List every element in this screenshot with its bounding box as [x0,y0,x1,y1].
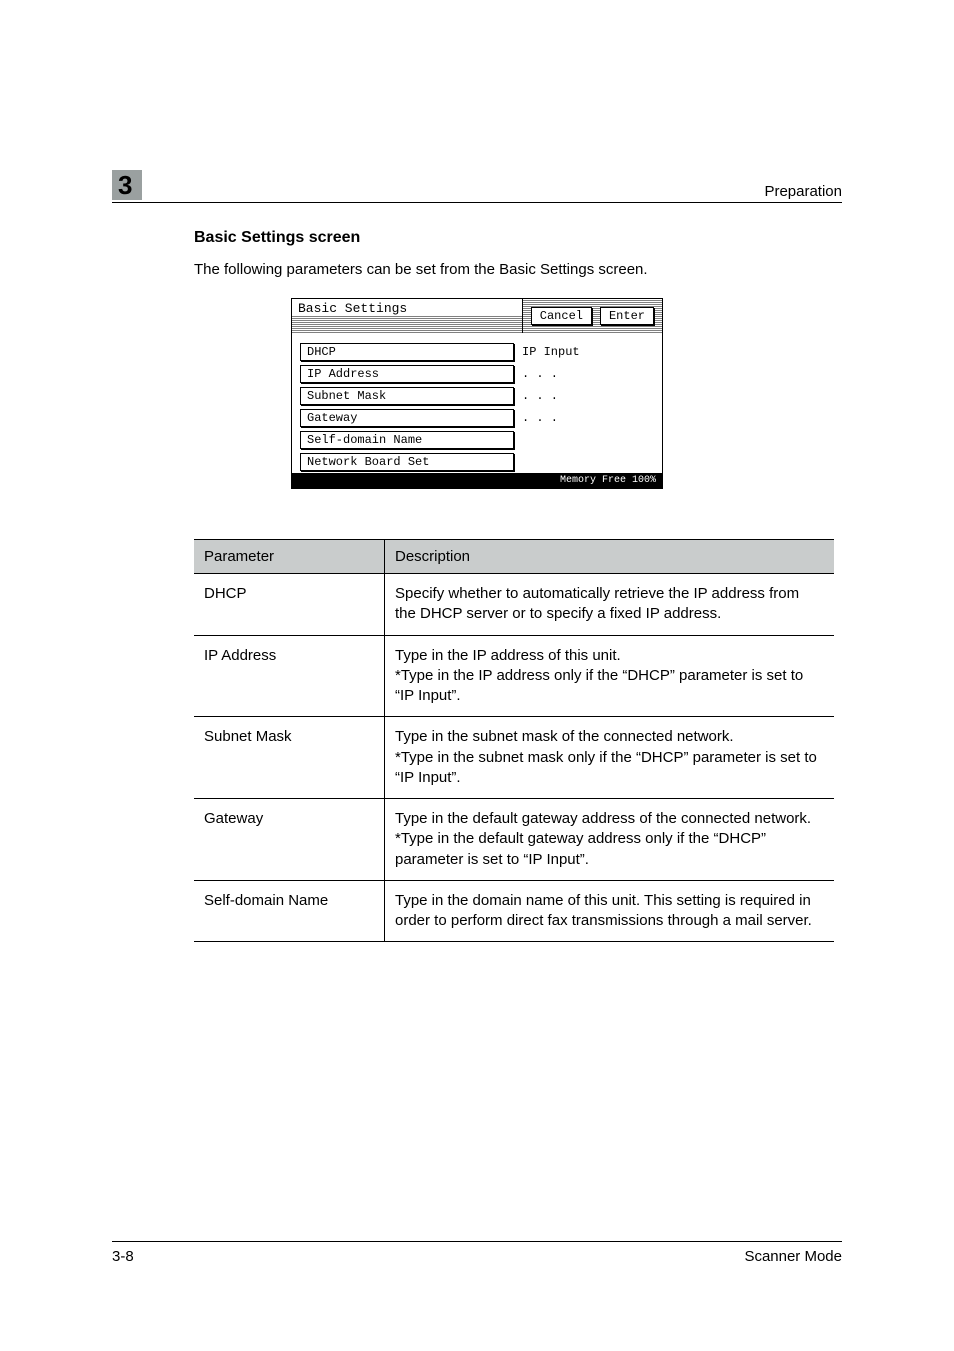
param-name: DHCP [194,574,385,636]
table-row: DHCP Specify whether to automatically re… [194,574,834,636]
gateway-button[interactable]: Gateway [300,409,514,427]
table-row: Gateway Type in the default gateway addr… [194,799,834,881]
param-name: Subnet Mask [194,717,385,799]
screenshot-row: Self-domain Name [292,429,662,451]
network-board-set-button[interactable]: Network Board Set [300,453,514,471]
ip-address-value: . . . [522,367,654,381]
param-desc: Type in the domain name of this unit. Th… [385,880,835,942]
param-desc: Type in the IP address of this unit. *Ty… [385,635,835,717]
param-desc: Type in the subnet mask of the connected… [385,717,835,799]
screenshot-body: DHCP IP Input IP Address . . . Subnet Ma… [292,333,662,473]
column-header-parameter: Parameter [194,540,385,574]
subnet-mask-button[interactable]: Subnet Mask [300,387,514,405]
screenshot-title-wrap: Basic Settings [292,299,523,333]
memory-free-value: 100% [632,475,656,486]
gateway-value: . . . [522,411,654,425]
screenshot-row: Gateway . . . [292,407,662,429]
running-title: Preparation [764,183,842,200]
param-name: Gateway [194,799,385,881]
memory-free-label: Memory Free [560,475,626,486]
screenshot-hatch [292,316,522,333]
dhcp-button[interactable]: DHCP [300,343,514,361]
screenshot-row: DHCP IP Input [292,341,662,363]
parameters-table: Parameter Description DHCP Specify wheth… [194,539,834,942]
chapter-number-badge: 3 [112,170,142,200]
param-name: IP Address [194,635,385,717]
page-number: 3-8 [112,1248,134,1265]
screenshot-buttons: Cancel Enter [523,299,662,333]
section-intro: The following parameters can be set from… [194,261,842,278]
screenshot-titlebar: Basic Settings Cancel Enter [292,299,662,333]
subnet-mask-value: . . . [522,389,654,403]
param-desc: Type in the default gateway address of t… [385,799,835,881]
column-header-description: Description [385,540,835,574]
page: 3 Preparation Basic Settings screen The … [0,0,954,1351]
page-header: 3 Preparation [112,170,842,203]
screenshot-title: Basic Settings [292,299,522,316]
param-desc: Specify whether to automatically retriev… [385,574,835,636]
table-header-row: Parameter Description [194,540,834,574]
doc-title: Scanner Mode [744,1248,842,1265]
self-domain-name-button[interactable]: Self-domain Name [300,431,514,449]
basic-settings-screenshot: Basic Settings Cancel Enter DHCP IP Inpu… [291,298,663,489]
table-row: IP Address Type in the IP address of thi… [194,635,834,717]
table-row: Subnet Mask Type in the subnet mask of t… [194,717,834,799]
enter-button[interactable]: Enter [600,307,654,325]
table-row: Self-domain Name Type in the domain name… [194,880,834,942]
screenshot-row: Network Board Set [292,451,662,473]
param-name: Self-domain Name [194,880,385,942]
dhcp-value: IP Input [522,345,654,359]
screenshot-footer: Memory Free 100% [292,473,662,488]
page-footer: 3-8 Scanner Mode [112,1241,842,1265]
screenshot-row: IP Address . . . [292,363,662,385]
section-heading: Basic Settings screen [194,229,842,247]
ip-address-button[interactable]: IP Address [300,365,514,383]
screenshot-row: Subnet Mask . . . [292,385,662,407]
cancel-button[interactable]: Cancel [531,307,592,325]
